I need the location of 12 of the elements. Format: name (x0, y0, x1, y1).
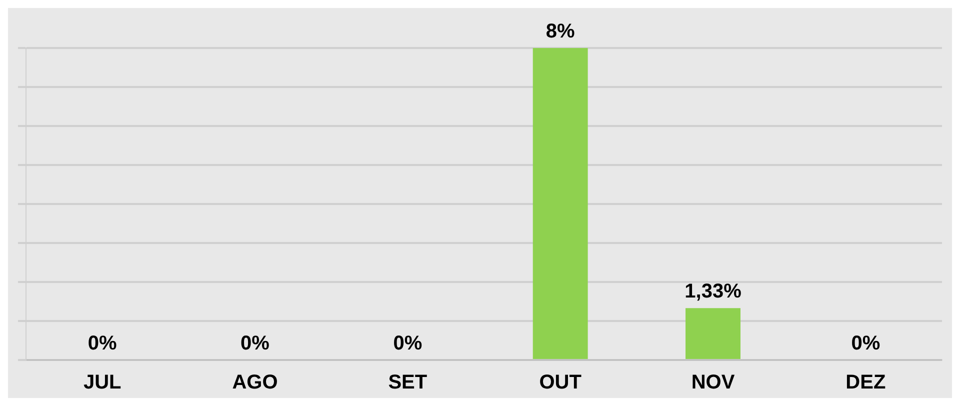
x-tick-label: AGO (232, 372, 278, 394)
x-tick-label: DEZ (846, 372, 886, 394)
data-label: 0% (851, 332, 880, 355)
data-label: 8% (546, 20, 576, 43)
data-label: 0% (393, 332, 422, 355)
x-tick-label: SET (388, 372, 428, 394)
data-label: 0% (240, 332, 270, 355)
data-label: 0% (88, 332, 118, 355)
x-tick-label: OUT (539, 372, 582, 394)
data-label: 1,33% (684, 280, 742, 303)
x-tick-label: JUL (83, 372, 122, 394)
x-tick-label: NOV (691, 372, 736, 394)
